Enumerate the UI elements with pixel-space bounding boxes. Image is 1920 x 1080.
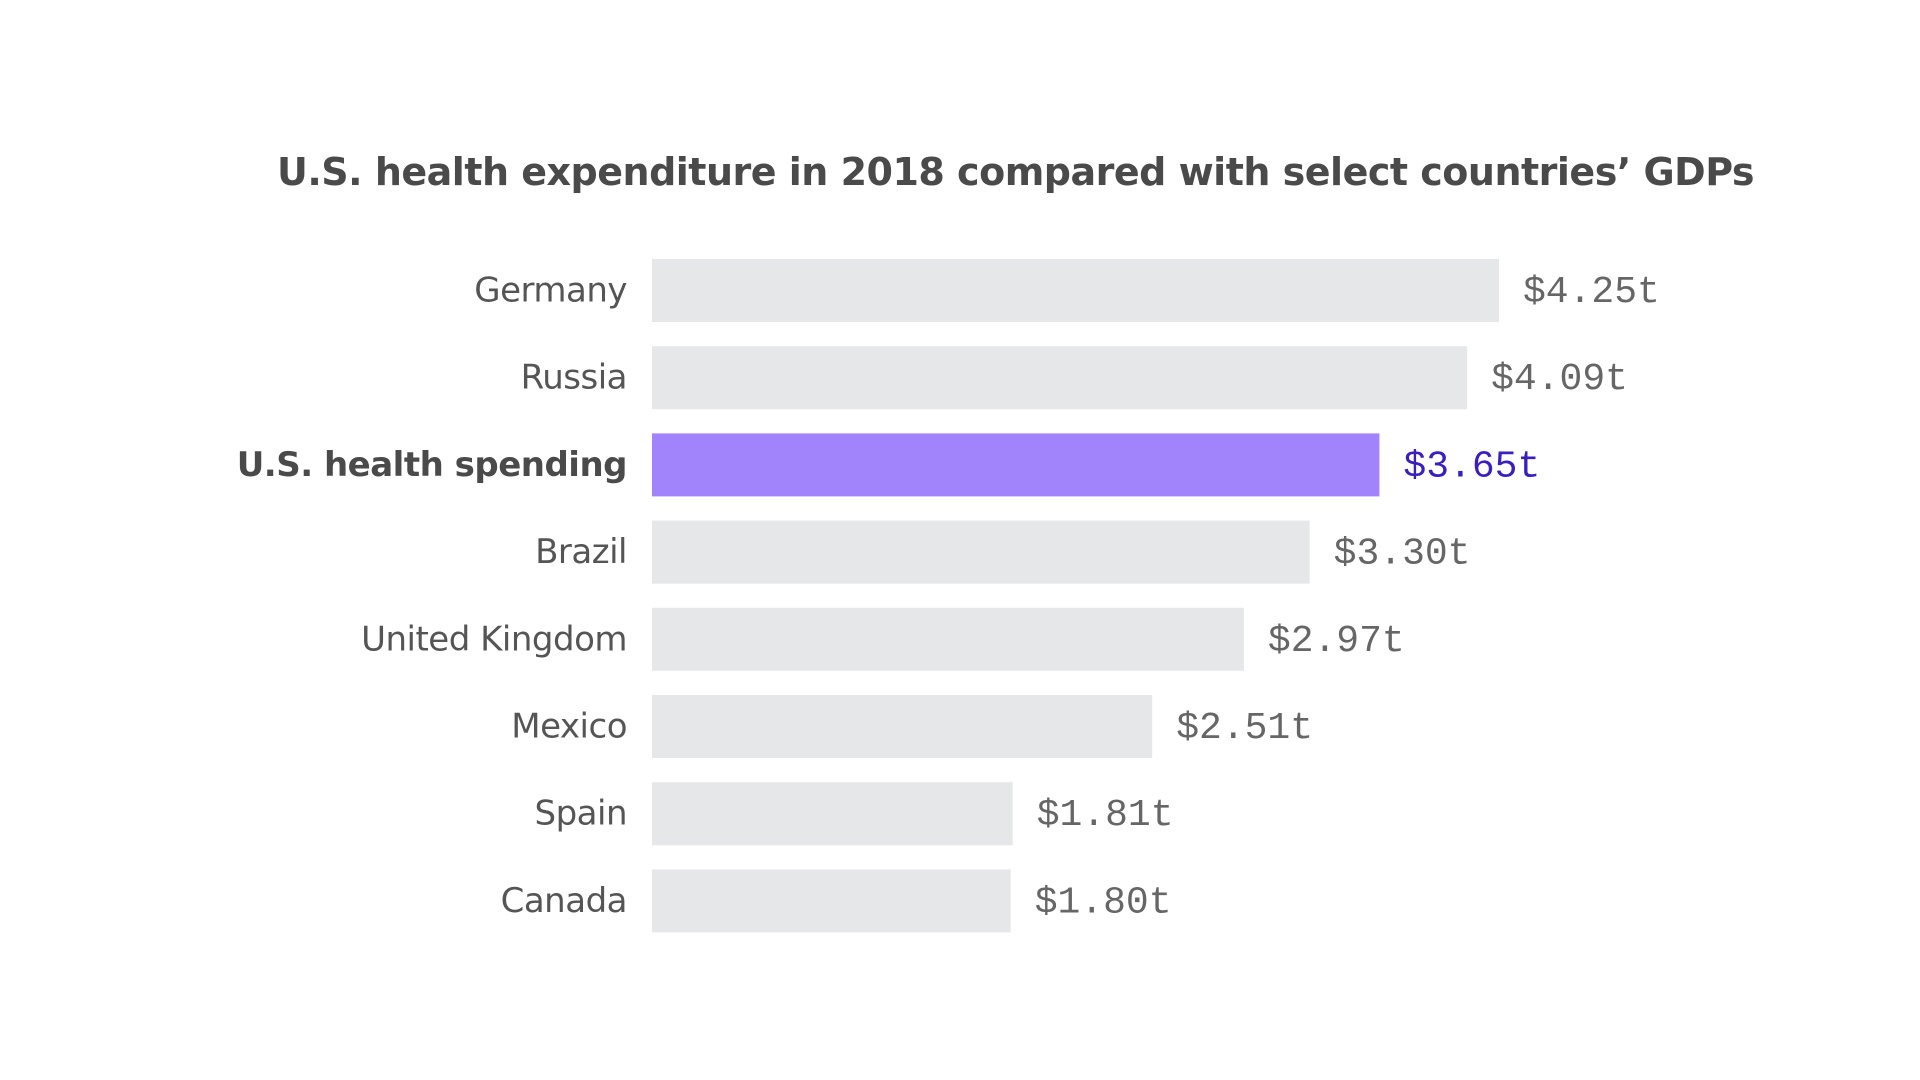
category-label-germany: Germany <box>474 271 627 311</box>
value-label-mexico: $2.51t <box>1176 707 1313 750</box>
category-label-canada: Canada <box>501 881 627 921</box>
bar-brazil <box>652 520 1310 584</box>
category-label-brazil: Brazil <box>535 532 627 572</box>
bar-united-kingdom <box>652 607 1244 671</box>
category-label-united-kingdom: United Kingdom <box>361 619 627 659</box>
chart-title: U.S. health expenditure in 2018 compared… <box>277 150 1755 194</box>
category-label-spain: Spain <box>535 794 628 834</box>
bar-spain <box>652 782 1013 846</box>
category-label-u-s-health-spending: U.S. health spending <box>237 445 627 485</box>
bar-u-s-health-spending <box>652 433 1380 497</box>
bar-mexico <box>652 695 1153 758</box>
value-label-united-kingdom: $2.97t <box>1268 620 1405 663</box>
value-label-germany: $4.25t <box>1523 271 1660 314</box>
value-label-u-s-health-spending: $3.65t <box>1403 445 1540 488</box>
value-label-spain: $1.81t <box>1037 794 1174 837</box>
value-label-russia: $4.09t <box>1491 358 1628 401</box>
category-label-mexico: Mexico <box>511 707 627 747</box>
bar-germany <box>652 259 1499 322</box>
category-label-russia: Russia <box>521 358 627 398</box>
bar-canada <box>652 869 1011 933</box>
value-label-brazil: $3.30t <box>1334 533 1471 576</box>
bar-russia <box>652 346 1468 410</box>
value-label-canada: $1.80t <box>1035 881 1172 924</box>
